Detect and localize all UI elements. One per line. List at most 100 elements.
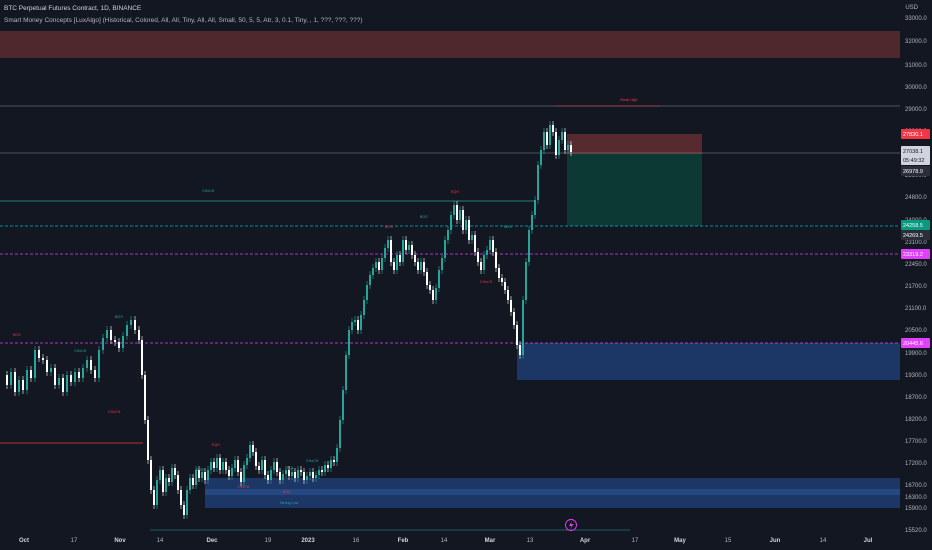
candle	[360, 315, 362, 330]
candle	[435, 288, 437, 300]
mid-level-price-label-bg	[901, 249, 930, 259]
x-axis-tick: 17	[71, 538, 78, 544]
candle	[537, 165, 539, 200]
smc-bos-label: BOS	[283, 490, 291, 494]
smc-eqh-label: EQH	[451, 190, 459, 194]
demand-zone-march	[517, 343, 900, 380]
candle	[402, 240, 404, 262]
candle	[561, 132, 563, 140]
candle	[426, 272, 428, 285]
y-axis-tick: 18700.0	[905, 395, 927, 401]
x-axis-tick: Oct	[19, 538, 29, 544]
x-axis-tick: 17	[632, 538, 639, 544]
candle	[58, 378, 60, 385]
candle	[492, 240, 494, 252]
candle	[130, 320, 132, 325]
symbol-title[interactable]: BTC Perpetual Futures Contract, 1D, BINA…	[4, 5, 142, 12]
stop-loss-price-label: 27830.1	[903, 132, 923, 138]
candle	[225, 462, 227, 470]
candle	[38, 350, 40, 358]
candle	[147, 420, 149, 460]
candle	[34, 350, 36, 378]
candle	[384, 248, 386, 258]
take-profit-zone	[567, 154, 702, 226]
y-axis-tick: 16700.0	[905, 483, 927, 489]
candle	[354, 320, 356, 322]
candle	[312, 472, 314, 478]
entry-price-label-bg	[901, 166, 930, 176]
y-axis-tick: 24800.0	[905, 195, 927, 201]
indicator-legend[interactable]: Smart Money Concepts [LuxAlgo] (Historic…	[4, 17, 363, 24]
candle	[471, 235, 473, 240]
candle	[276, 462, 278, 472]
candle	[94, 370, 96, 378]
candle	[333, 460, 335, 462]
candle	[468, 220, 470, 240]
candle	[330, 460, 332, 468]
candle	[234, 460, 236, 468]
candle	[306, 476, 308, 480]
candle	[288, 470, 290, 476]
candle	[570, 145, 572, 152]
candle	[62, 378, 64, 392]
candle	[237, 460, 239, 472]
candle	[114, 340, 116, 342]
candle	[432, 290, 434, 300]
candle	[507, 290, 509, 300]
candle	[42, 358, 44, 360]
y-axis-tick: 23100.0	[905, 240, 927, 246]
candle	[171, 468, 173, 482]
candle	[522, 300, 524, 355]
candle	[189, 478, 191, 490]
x-axis-tick: Mar	[485, 538, 496, 544]
candle	[183, 505, 185, 515]
candle	[417, 262, 419, 270]
mid-level-price-label: 23319.2	[903, 252, 923, 258]
candle	[267, 475, 269, 480]
y-axis-tick: 17700.0	[905, 439, 927, 445]
candle	[219, 458, 221, 470]
candle	[198, 470, 200, 478]
candle	[6, 375, 8, 385]
candle	[450, 215, 452, 230]
candle	[525, 262, 527, 300]
x-axis-tick: Feb	[398, 538, 409, 544]
candle	[321, 470, 323, 472]
candle	[414, 255, 416, 262]
candle	[498, 268, 500, 278]
candle	[74, 372, 76, 382]
candle	[10, 372, 12, 385]
smc-weak-high-label: Weak High	[620, 98, 638, 102]
candle	[249, 445, 251, 458]
candle	[228, 470, 230, 476]
smc-choch-label: CHoCH	[202, 189, 215, 193]
candle	[477, 252, 479, 262]
candle	[486, 250, 488, 255]
candle	[162, 470, 164, 492]
candle	[174, 468, 176, 475]
candle	[177, 475, 179, 490]
candle	[78, 372, 80, 378]
candle	[510, 300, 512, 312]
candle	[369, 275, 371, 285]
candle	[456, 205, 458, 220]
candle	[516, 325, 518, 345]
candle	[213, 462, 215, 468]
candle	[423, 262, 425, 272]
candle	[70, 375, 72, 382]
candle	[18, 380, 20, 392]
candle	[300, 470, 302, 472]
candle	[258, 466, 260, 470]
smc-choch-label: CHoCH	[108, 410, 121, 414]
candle	[342, 390, 344, 420]
x-axis-tick: Apr	[580, 538, 591, 544]
candle	[552, 125, 554, 132]
candle	[118, 342, 120, 348]
candle	[489, 240, 491, 250]
smc-eqh-label: EQH	[212, 443, 220, 447]
candle	[396, 255, 398, 270]
candle	[348, 330, 350, 355]
candle	[222, 462, 224, 470]
